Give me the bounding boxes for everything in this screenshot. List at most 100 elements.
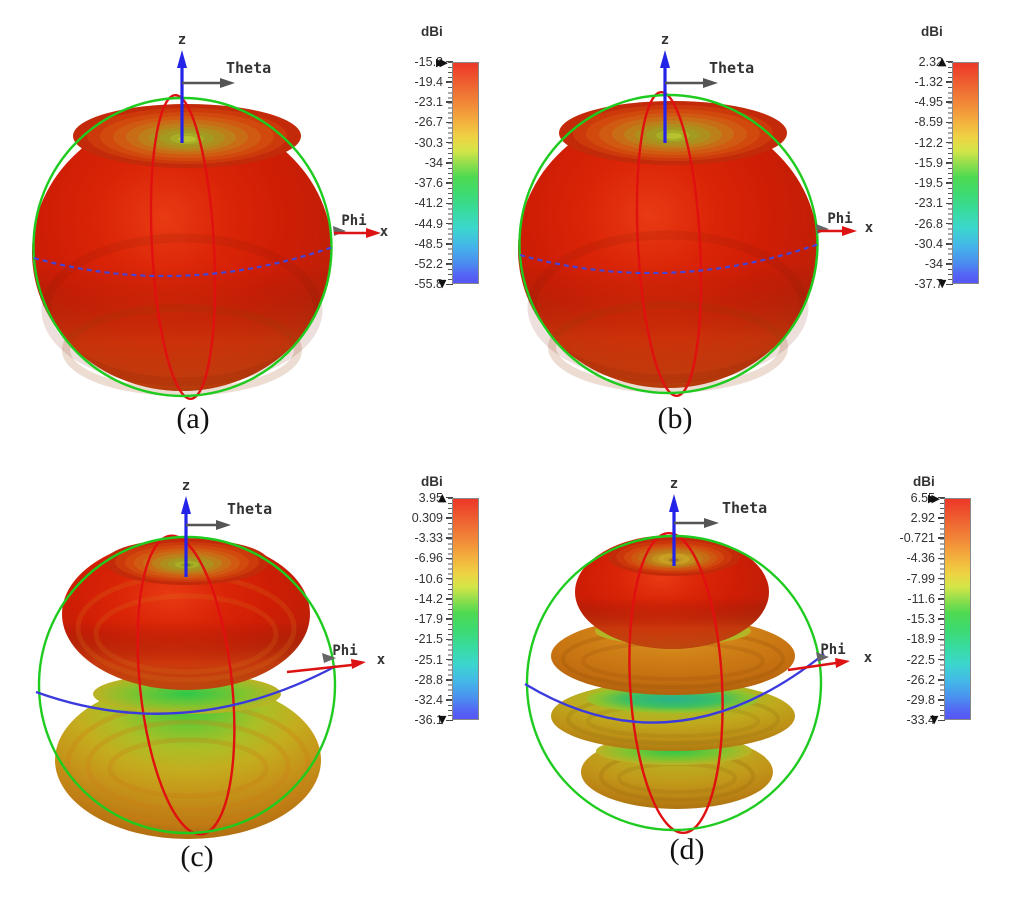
x-axis-label: x [380, 224, 389, 240]
colorbar-major-tick [446, 719, 453, 722]
colorbar-tick-label: -34 [924, 257, 943, 272]
panel-caption-d: (d) [669, 833, 705, 866]
colorbar-tick-label: -4.36 [906, 551, 936, 566]
colorbar-tick-label: -36.1 [414, 713, 444, 728]
radiation-lobe-b [518, 91, 819, 398]
colorbar-tick-label: -8.59 [914, 115, 944, 130]
theta-label: Theta [227, 500, 272, 518]
colorbar-tick-label: -0.721 [899, 531, 935, 546]
colorbar-tick-row: 6.55 [911, 489, 945, 506]
colorbar-tick-labels: -15.8 -19.4 -23.1 -26.7 -30.3 -34 -37.6 -41.2 -4… [414, 53, 453, 293]
colorbar-a: dBi -15.8 -19.4 -23.1 -26.7 -30.3 -34 -37.6 -41… [387, 24, 479, 291]
pattern-c-plot: z Theta Phi x [35, 478, 386, 839]
colorbar-title: dBi [913, 474, 935, 489]
colorbar-tick-label: -21.5 [414, 632, 444, 647]
colorbar-tick-label: 2.32 [918, 54, 943, 69]
colorbar-title: dBi [421, 474, 443, 489]
z-axis-label: z [182, 478, 190, 494]
x-axis-label: x [377, 652, 386, 668]
colorbar-major-tick [938, 719, 945, 722]
colorbar-tick-label: -1.32 [914, 74, 944, 89]
colorbar-tick-label: -41.2 [414, 196, 444, 211]
colorbar-tick-label: -44.9 [414, 216, 444, 231]
colorbar-tick-row: -33.4 [906, 712, 945, 729]
colorbar-tick-row: -36.1 [414, 712, 453, 729]
colorbar-tick-label: -19.4 [414, 74, 444, 89]
phi-circle-blue-d [524, 653, 825, 724]
colorbar-tick-row: -37.7 [915, 276, 953, 293]
colorbar-tick-row: -15.8 [414, 53, 453, 70]
colorbar-tick-label: 6.55 [910, 490, 935, 505]
colorbar-tick-label: -26.2 [906, 672, 936, 687]
pattern-b-plot: z Theta Phi x [518, 32, 874, 397]
elevation-circle-red-d [628, 531, 724, 835]
colorbar-max-marker: ▲ [938, 55, 947, 68]
z-axis-arrow-d [669, 494, 679, 566]
colorbar-tick-labels: 2.32 -1.32 -4.95 -8.59 -12.2 -15.9 -19.5 -23.1 -… [914, 53, 953, 293]
z-axis-label: z [178, 32, 186, 48]
colorbar-tick-label: -11.6 [907, 591, 935, 606]
colorbar-major-tick [938, 496, 945, 499]
colorbar-tick-label: -4.95 [914, 95, 944, 110]
colorbar-tick-label: -55.8 [414, 277, 444, 292]
colorbar-tick-label: -10.6 [414, 571, 444, 586]
phi-label: Phi [332, 643, 357, 659]
colorbar-b: dBi 2.32 -1.32 -4.95 -8.59 -12.2 -15.9 -19.5 -2… [887, 24, 979, 291]
z-axis-label: z [661, 32, 669, 48]
colorbar-tick-label: -52.2 [414, 257, 444, 272]
theta-axis-arrow-b [665, 78, 718, 88]
pattern-a-plot: z Theta Phi x [32, 32, 389, 400]
colorbar-tick-label: -18.9 [906, 632, 936, 647]
theta-axis-arrow-d [674, 518, 719, 528]
colorbar-tick-labels: 3.95 0.309 -3.33 -6.96 -10.6 -14.2 -17.9 -21.5 -… [412, 489, 453, 729]
colorbar-minor-ticks [446, 498, 452, 720]
colorbar-tick-label: -15.3 [906, 612, 936, 627]
colorbar-d: dBi 6.55 2.92 -0.721 -4.36 -7.99 -11.6 -15.3 -1… [879, 474, 971, 727]
colorbar-tick-label: -3.33 [414, 531, 444, 546]
colorbar-min-marker: ▼ [438, 713, 447, 726]
colorbar-tick-label: -7.99 [906, 571, 936, 586]
elevation-circle-red-c [136, 534, 236, 836]
colorbar-tick-label: -30.3 [414, 135, 444, 150]
theta-axis-arrow-c [186, 520, 231, 530]
colorbar-tick-label: -15.8 [414, 54, 444, 69]
colorbar-gradient: ▶▶ ▼ [436, 56, 479, 290]
colorbar-tick-label: -48.5 [414, 236, 444, 251]
colorbar-c: dBi 3.95 0.309 -3.33 -6.96 -10.6 -14.2 -17.9 -2… [387, 474, 479, 727]
theta-label: Theta [709, 59, 754, 77]
colorbar-tick-label: -34 [424, 155, 443, 170]
colorbar-major-tick [446, 60, 453, 63]
radiation-lobes-d [551, 535, 795, 809]
colorbar-tick-label: -6.96 [414, 551, 444, 566]
theta-label: Theta [722, 499, 767, 517]
phi-label: Phi [341, 213, 366, 229]
colorbar-tick-label: -14.2 [414, 591, 444, 606]
z-axis-arrow-c [181, 496, 191, 577]
colorbar-major-tick [446, 283, 453, 286]
phi-axis-arrow-b [816, 224, 857, 236]
colorbar-tick-label: -22.5 [906, 652, 936, 667]
colorbar-tick-label: -26.8 [914, 216, 944, 231]
colorbar-minor-ticks [938, 498, 944, 720]
colorbar-minor-ticks [446, 62, 452, 284]
phi-axis-arrow-a [333, 226, 381, 238]
theta-label: Theta [226, 59, 271, 77]
radiation-lobes-c [55, 538, 321, 839]
colorbar-tick-label: -23.1 [914, 196, 944, 211]
colorbar-tick-label: -28.8 [414, 672, 444, 687]
colorbar-tick-label: -25.1 [414, 652, 444, 667]
colorbar-tick-label: -19.5 [914, 176, 944, 191]
phi-label: Phi [820, 642, 845, 658]
z-axis-label: z [670, 476, 678, 492]
colorbar-tick-label: -17.9 [414, 612, 444, 627]
colorbar-tick-label: 2.92 [910, 510, 935, 525]
colorbar-tick-label: -15.9 [914, 155, 944, 170]
pattern-d-plot: z Theta Phi x [524, 476, 873, 835]
phi-circle-blue-c [35, 664, 337, 715]
colorbar-tick-label: -33.4 [906, 713, 936, 728]
colorbar-max-marker: ▶▶ [928, 492, 940, 505]
colorbar-tick-label: 3.95 [418, 490, 443, 505]
colorbar-tick-label: -12.2 [914, 135, 944, 150]
